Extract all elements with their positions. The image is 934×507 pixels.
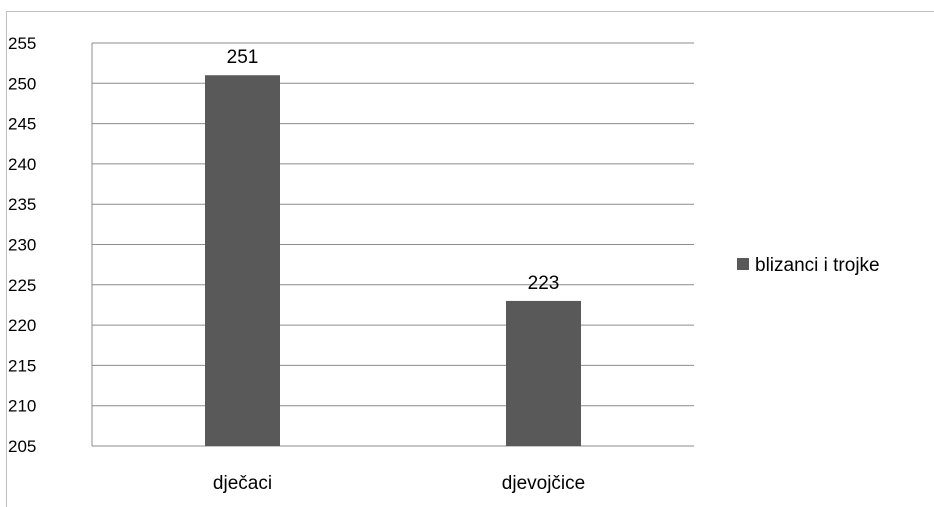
bar <box>205 75 280 447</box>
bar-value-label: 251 <box>227 47 259 68</box>
x-axis: dječaci djevojčice <box>213 473 585 494</box>
y-tick-label: 225 <box>8 276 36 295</box>
data-labels: 251 223 <box>227 47 560 294</box>
frame-border-top <box>6 11 934 12</box>
bars <box>205 75 581 447</box>
bar-value-label: 223 <box>528 273 560 294</box>
y-axis: 205 210 215 220 225 230 235 240 245 250 255 <box>8 34 93 456</box>
x-category-label: dječaci <box>213 473 272 494</box>
y-tick-label: 255 <box>8 34 36 53</box>
legend-swatch <box>737 258 749 270</box>
y-tick-label: 205 <box>8 437 36 456</box>
y-tick-label: 235 <box>8 195 36 214</box>
y-tick-label: 250 <box>8 74 36 93</box>
y-tick-label: 210 <box>8 397 36 416</box>
bar <box>506 300 581 446</box>
y-tick-label: 240 <box>8 155 36 174</box>
legend-label: blizanci i trojke <box>755 255 880 276</box>
gridlines <box>92 42 694 447</box>
legend: blizanci i trojke <box>737 255 880 276</box>
frame-border-left <box>6 11 7 507</box>
y-tick-label: 215 <box>8 356 36 375</box>
x-category-label: djevojčice <box>502 473 585 494</box>
y-tick-label: 230 <box>8 236 36 255</box>
y-tick-label: 220 <box>8 316 36 335</box>
y-tick-label: 245 <box>8 115 36 134</box>
